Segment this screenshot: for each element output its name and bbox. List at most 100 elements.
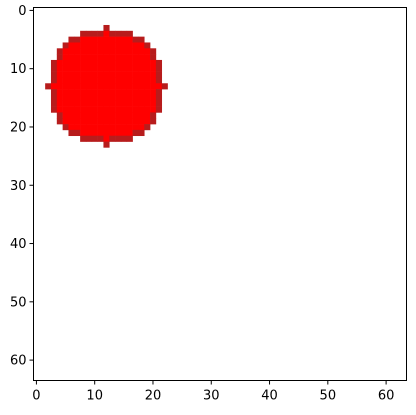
circle-pixel (132, 124, 139, 131)
circle-edge-pixel (138, 129, 145, 137)
circle-pixel (126, 71, 133, 78)
circle-pixel (85, 54, 93, 61)
circle-pixel (138, 48, 145, 55)
circle-pixel (120, 36, 128, 43)
circle-pixel (132, 42, 139, 49)
circle-pixel (74, 65, 81, 72)
circle-pixel (120, 124, 128, 131)
circle-pixel (50, 83, 58, 90)
circle-pixel (109, 65, 116, 72)
circle-pixel (132, 65, 139, 72)
circle-pixel (68, 59, 75, 67)
x-tick-label: 10 (86, 389, 103, 404)
circle-edge-pixel (80, 135, 87, 142)
circle-pixel (97, 59, 104, 67)
circle-edge-pixel (155, 100, 163, 107)
circle-pixel (103, 48, 110, 55)
circle-edge-pixel (85, 30, 93, 37)
circle-pixel (138, 94, 145, 102)
circle-edge-pixel (50, 100, 58, 107)
circle-edge-pixel (97, 30, 104, 37)
circle-edge-pixel (115, 135, 122, 142)
circle-pixel (138, 42, 145, 49)
circle-pixel (68, 71, 75, 78)
circle-pixel (109, 118, 116, 125)
y-tick-label: 30 (10, 179, 27, 194)
circle-pixel (91, 94, 98, 102)
circle-pixel (80, 124, 87, 131)
circle-pixel (103, 42, 110, 49)
circle-pixel (97, 124, 104, 131)
circle-pixel (150, 94, 157, 102)
circle-pixel (103, 36, 110, 43)
circle-pixel (144, 94, 151, 102)
circle-pixel (109, 36, 116, 43)
circle-pixel (115, 112, 122, 119)
circle-pixel (91, 54, 98, 61)
circle-pixel (97, 94, 104, 102)
circle-pixel (80, 118, 87, 125)
circle-pixel (126, 48, 133, 55)
circle-pixel (120, 118, 128, 125)
circle-pixel (68, 94, 75, 102)
circle-pixel (74, 118, 81, 125)
circle-pixel (144, 65, 151, 72)
circle-pixel (138, 89, 145, 96)
circle-pixel (62, 71, 69, 78)
circle-pixel (68, 77, 75, 84)
circle-edge-pixel (103, 24, 110, 32)
circle-pixel (74, 124, 81, 131)
circle-pixel (150, 77, 157, 84)
circle-pixel (144, 106, 151, 113)
circle-pixel (97, 65, 104, 72)
circle-edge-pixel (132, 36, 139, 43)
circle-pixel (126, 54, 133, 61)
circle-pixel (74, 42, 81, 49)
circle-pixel (109, 54, 116, 61)
circle-pixel (85, 71, 93, 78)
circle-pixel (91, 100, 98, 107)
circle-pixel (80, 94, 87, 102)
circle-pixel (126, 59, 133, 67)
circle-pixel (97, 77, 104, 84)
circle-pixel (126, 124, 133, 131)
circle-pixel (132, 54, 139, 61)
circle-pixel (138, 71, 145, 78)
circle-pixel (144, 59, 151, 67)
circle-edge-pixel (74, 36, 81, 43)
circle-pixel (144, 118, 151, 125)
circle-pixel (120, 77, 128, 84)
circle-pixel (91, 106, 98, 113)
circle-pixel (62, 54, 69, 61)
y-tick-label: 20 (10, 120, 27, 135)
circle-pixel (97, 118, 104, 125)
circle-pixel (80, 54, 87, 61)
circle-pixel (144, 77, 151, 84)
circle-pixel (120, 106, 128, 113)
circle-pixel (103, 100, 110, 107)
x-tick-label: 20 (145, 389, 162, 404)
circle-pixel (97, 100, 104, 107)
circle-pixel (91, 124, 98, 131)
circle-edge-pixel (91, 135, 98, 142)
circle-pixel (115, 124, 122, 131)
circle-pixel (74, 77, 81, 84)
circle-pixel (115, 65, 122, 72)
circle-pixel (103, 106, 110, 113)
circle-pixel (97, 83, 104, 90)
circle-pixel (126, 100, 133, 107)
circle-pixel (62, 65, 69, 72)
circle-pixel (80, 42, 87, 49)
circle-edge-pixel (45, 83, 52, 90)
circle-edge-pixel (155, 65, 163, 72)
circle-pixel (85, 112, 93, 119)
circle-edge-pixel (50, 65, 58, 72)
circle-pixel (91, 71, 98, 78)
circle-edge-pixel (150, 48, 157, 55)
circle-pixel (103, 124, 110, 131)
circle-pixel (138, 106, 145, 113)
circle-pixel (103, 89, 110, 96)
circle-pixel (85, 36, 93, 43)
circle-edge-pixel (85, 135, 93, 142)
circle-pixel (103, 65, 110, 72)
